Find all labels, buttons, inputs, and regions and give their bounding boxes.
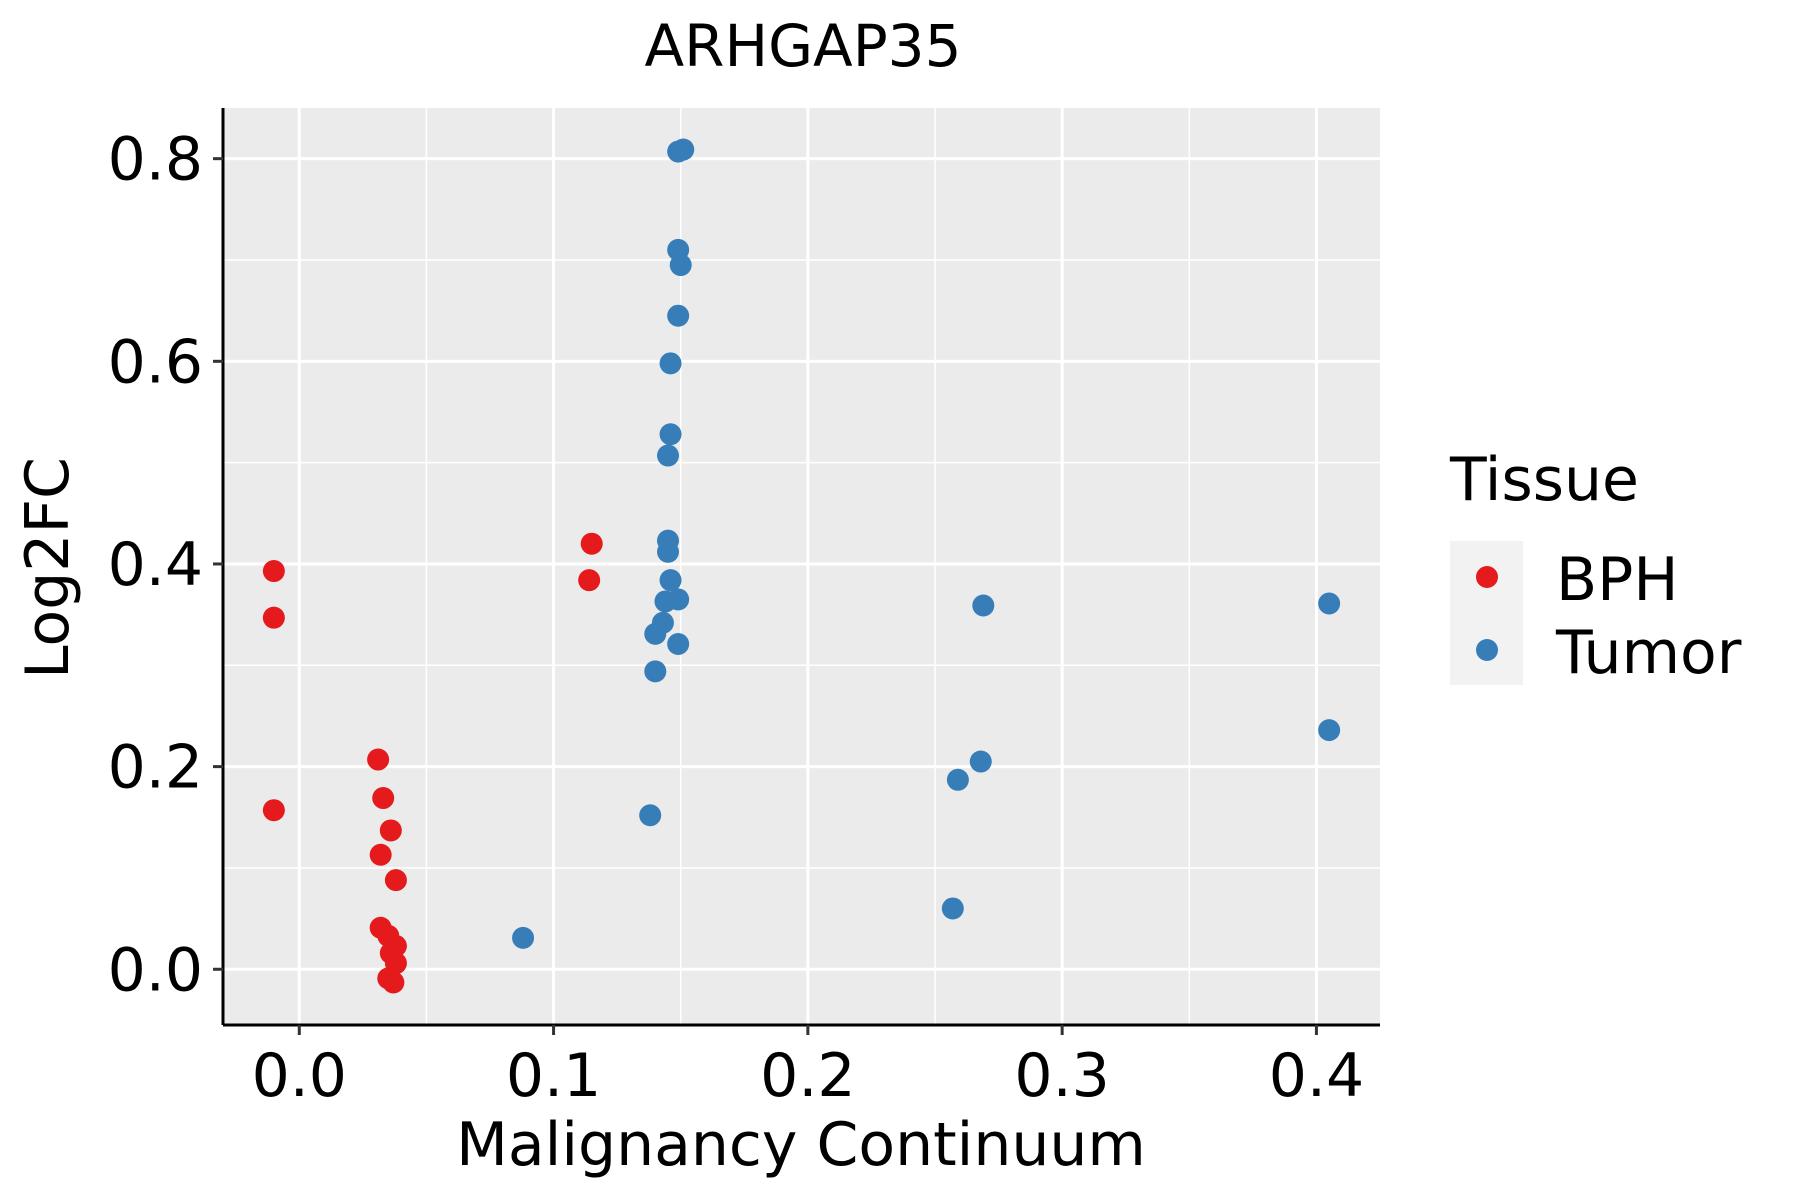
x-tick-label: 0.2: [760, 1041, 855, 1111]
data-point-tumor: [659, 423, 682, 446]
data-point-tumor: [657, 529, 679, 552]
x-axis-title: Malignancy Continuum: [456, 1110, 1146, 1180]
data-point-bph: [369, 843, 392, 866]
y-tick-label: 0.0: [108, 935, 203, 1005]
plot-panel: [223, 108, 1380, 1025]
data-point-tumor: [972, 594, 995, 617]
x-tick-label: 0.1: [506, 1041, 601, 1111]
data-point-tumor: [659, 352, 682, 375]
x-tick-label: 0.3: [1014, 1041, 1109, 1111]
y-axis-ticks: 0.0 0.2 0.4 0.6 0.8: [108, 125, 223, 1005]
y-tick-label: 0.8: [108, 125, 203, 195]
y-tick-label: 0.2: [108, 733, 203, 803]
data-point-bph: [580, 532, 603, 555]
x-tick-label: 0.4: [1269, 1041, 1364, 1111]
x-tick-label: 0.0: [252, 1041, 347, 1111]
data-point-bph: [379, 819, 402, 842]
data-point-tumor: [667, 588, 690, 611]
data-point-bph: [262, 606, 285, 629]
y-tick-label: 0.6: [108, 327, 203, 397]
data-point-tumor: [1318, 592, 1341, 615]
grid-major: [223, 108, 1380, 1025]
data-point-tumor: [639, 804, 662, 827]
y-tick-label: 0.4: [108, 530, 203, 600]
x-axis-ticks: 0.0 0.1 0.2 0.3 0.4: [252, 1025, 1364, 1111]
data-point-tumor: [946, 768, 969, 791]
data-point-tumor: [512, 926, 535, 949]
data-point-tumor: [667, 633, 690, 656]
data-point-tumor: [1318, 719, 1341, 742]
data-point-tumor: [672, 138, 695, 161]
data-point-tumor: [667, 304, 690, 327]
data-points: [262, 138, 1341, 994]
grid-minor: [223, 108, 1380, 1025]
legend-title: Tissue: [1449, 445, 1639, 515]
legend-key-background: [1450, 541, 1523, 685]
legend-label-tumor: Tumor: [1555, 618, 1742, 688]
data-point-tumor: [644, 660, 667, 683]
data-point-tumor: [969, 750, 992, 773]
data-point-tumor: [657, 444, 679, 467]
legend-key-tumor: [1476, 639, 1498, 661]
y-axis-title: Log2FC: [13, 457, 83, 679]
data-point-tumor: [667, 238, 690, 261]
chart-title: ARHGAP35: [645, 12, 962, 80]
legend-label-bph: BPH: [1556, 545, 1678, 615]
data-point-tumor: [651, 611, 674, 634]
data-point-tumor: [941, 897, 964, 920]
data-point-bph: [384, 869, 407, 892]
data-point-tumor: [659, 569, 682, 592]
data-point-bph: [262, 560, 285, 583]
legend: Tissue BPH Tumor: [1449, 445, 1742, 688]
data-point-bph: [578, 569, 601, 592]
data-point-bph: [382, 971, 405, 994]
data-point-bph: [367, 748, 390, 771]
data-point-bph: [372, 787, 395, 810]
legend-key-bph: [1476, 566, 1498, 588]
data-point-bph: [262, 799, 285, 822]
